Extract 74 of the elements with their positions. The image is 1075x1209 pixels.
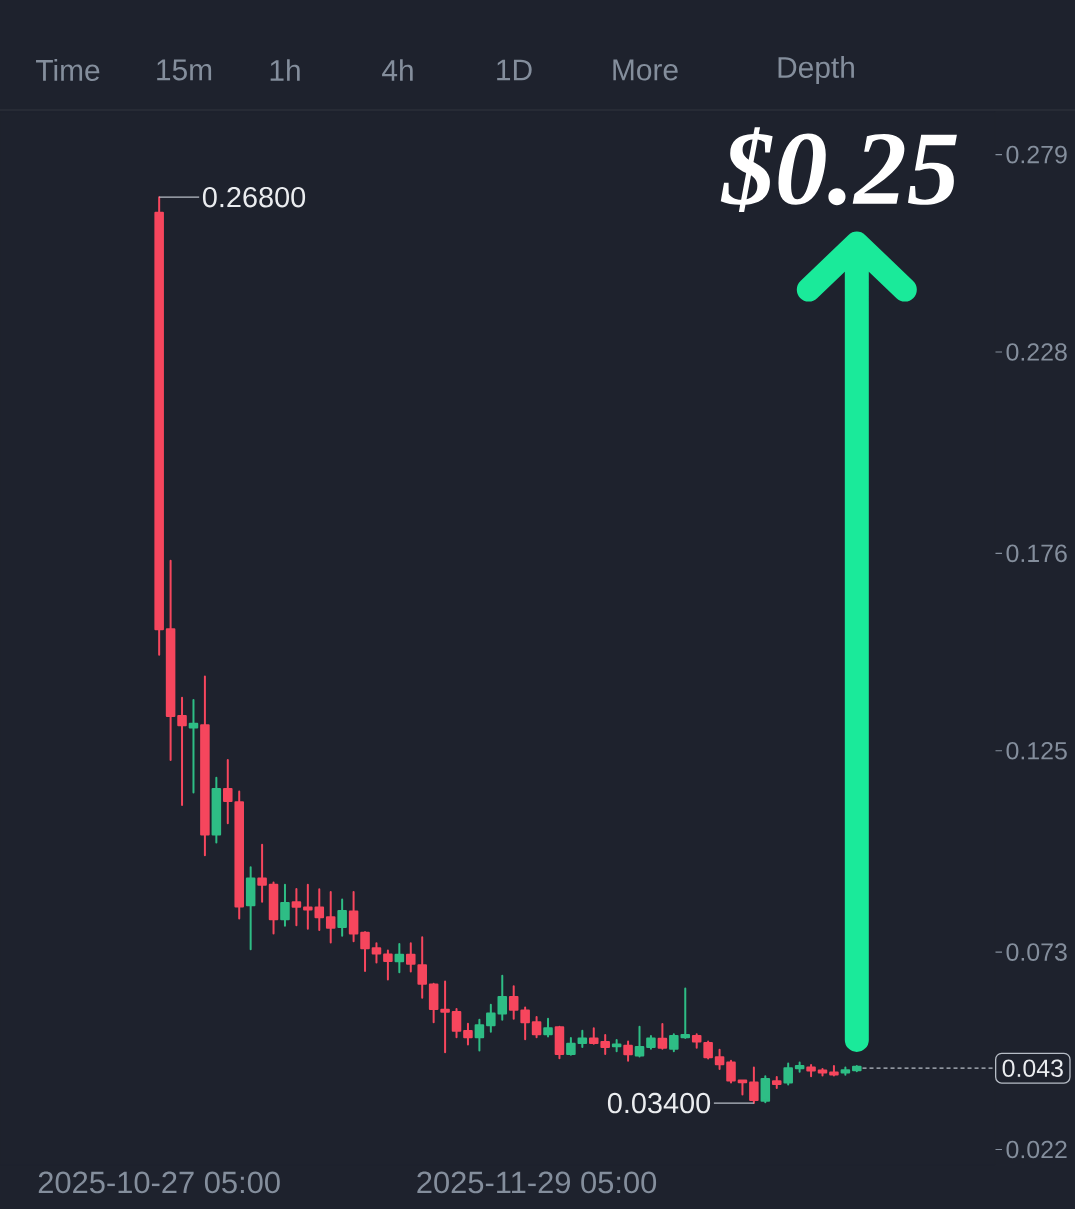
candlestick: [280, 883, 290, 927]
candlestick: [771, 1076, 782, 1089]
candlestick: [371, 942, 382, 964]
candlestick: [783, 1062, 793, 1086]
candlestick: [554, 1025, 565, 1060]
candlestick: [394, 942, 405, 974]
candlestick: [634, 1025, 645, 1058]
candlestick: [440, 980, 450, 1054]
candlestick: [852, 1064, 862, 1073]
candlestick: [348, 891, 359, 943]
candlestick: [325, 891, 336, 944]
candlestick: [508, 985, 519, 1020]
text: 4h: [382, 59, 413, 81]
candlestick: [303, 883, 313, 930]
candlestick: [234, 790, 244, 920]
text: 1D: [497, 59, 532, 81]
y-tick-label: 0.228: [1006, 343, 1067, 361]
candlestick: [337, 898, 347, 937]
annotation: 0.26800: [202, 186, 306, 208]
candlestick: [154, 196, 164, 656]
candlestick: [463, 1022, 473, 1046]
y-tick-label: 0.176: [1006, 544, 1067, 563]
candlestick: [703, 1040, 713, 1060]
candlestick: [520, 1006, 530, 1041]
candlestick: [428, 982, 439, 1024]
candlestick: [177, 696, 187, 806]
candlestick: [268, 881, 279, 935]
ref-line-label: 0.043: [1002, 1059, 1063, 1078]
candlestick: [223, 759, 233, 825]
candlestick: [726, 1059, 736, 1084]
candlestick: [577, 1029, 588, 1048]
candlestick: [611, 1038, 622, 1053]
candlestick: [714, 1048, 725, 1070]
text: Depth: [778, 56, 854, 84]
candlestick: [543, 1017, 553, 1038]
text: Time: [36, 59, 100, 81]
candlestick: [165, 559, 176, 762]
candlestick: [691, 1033, 702, 1049]
candlestick: [188, 699, 199, 794]
annotation: $0.25: [720, 127, 957, 212]
candlestick: [257, 843, 267, 903]
candlestick: [566, 1037, 576, 1056]
candlestick: [200, 675, 210, 857]
candlestick: [474, 1018, 485, 1052]
candlestick: [406, 942, 416, 973]
candlestick: [417, 936, 427, 999]
text: More: [613, 59, 678, 81]
y-tick-label: 0.279: [1006, 145, 1067, 164]
candlestick: [383, 949, 393, 981]
candlestick: [291, 887, 302, 927]
candlestick: [211, 776, 222, 844]
candlestick: [245, 866, 256, 951]
candlestick: [314, 888, 325, 931]
y-tick-label: 0.073: [1006, 943, 1067, 961]
candlestick: [840, 1066, 851, 1076]
x-tick-label: 2025-10-27 05:00: [38, 1171, 280, 1194]
candlestick: [794, 1061, 805, 1073]
text: 15m: [157, 59, 212, 81]
candlestick: [646, 1035, 656, 1050]
candlestick: [531, 1016, 542, 1039]
candlestick: [829, 1064, 839, 1077]
candlestick: [360, 930, 370, 973]
text: 1h: [270, 59, 300, 81]
candlestick: [657, 1023, 668, 1050]
candlestick: [623, 1040, 633, 1062]
candlestick: [749, 1066, 759, 1105]
candlestick: [760, 1075, 771, 1104]
y-tick-label: 0.022: [1006, 1140, 1067, 1159]
x-tick-label: 2025-11-29 05:00: [417, 1171, 657, 1194]
candlestick: [737, 1079, 748, 1096]
candlestick: [806, 1064, 816, 1078]
candlestick: [451, 1007, 462, 1039]
y-tick-label: 0.125: [1006, 741, 1067, 760]
annotation: 0.03400: [607, 1092, 711, 1114]
